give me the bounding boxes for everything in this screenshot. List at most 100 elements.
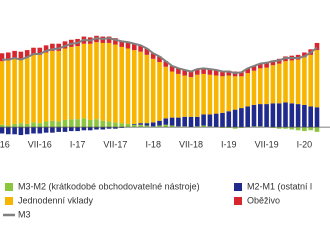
bar-segment [144, 125, 150, 128]
bar-segment [213, 69, 219, 76]
bar-segment [314, 127, 320, 132]
bar-segment [81, 43, 87, 119]
bar-segment [207, 114, 213, 127]
bar-segment [150, 58, 156, 123]
bar-segment [188, 116, 194, 128]
bar-segment [169, 125, 175, 128]
bar-segment [119, 40, 124, 47]
bar-segment [295, 104, 301, 128]
bar-segment [270, 103, 276, 128]
bar-segment [138, 123, 143, 125]
bar-segment [207, 74, 213, 115]
bar-segment [302, 57, 307, 105]
bar-segment [56, 121, 61, 128]
bar-segment [308, 106, 313, 128]
x-tick-label: I-16 [0, 139, 10, 149]
legend-label: M2-M1 (ostatní l [247, 181, 312, 191]
bar-segment [6, 52, 11, 61]
bar-segment [201, 68, 206, 74]
bar-segment [87, 127, 93, 131]
bar-segment [31, 54, 36, 123]
bar-segment [182, 116, 187, 127]
bar-segment [0, 127, 5, 134]
bar-segment [188, 71, 194, 78]
bar-segment [302, 104, 307, 128]
bar-segment [232, 76, 238, 110]
bar-segment [113, 122, 118, 128]
x-tick-label: VII-18 [179, 139, 203, 149]
bar-segment [270, 60, 276, 66]
bar-segment [0, 124, 5, 128]
bar-segment [75, 119, 80, 128]
bar-segment [264, 62, 269, 68]
bar-segment [125, 48, 131, 124]
bar-segment [201, 114, 206, 126]
bar-segment [264, 104, 269, 128]
bar-segment [6, 60, 11, 126]
bar-segment [220, 112, 225, 128]
bar-segment [31, 127, 36, 134]
bar-segment [163, 118, 169, 125]
bar-segment [201, 125, 206, 128]
bar-segment [81, 127, 87, 131]
bar-segment [157, 120, 162, 126]
bar-segment [258, 104, 263, 127]
bar-segment [314, 107, 320, 128]
bar-segment [289, 127, 295, 130]
bar-segment [75, 46, 80, 120]
bar-segment [106, 121, 112, 128]
bar-segment [220, 70, 225, 77]
bar-segment [302, 127, 307, 132]
bar-segment [24, 127, 30, 135]
bar-segment [18, 58, 24, 124]
bar-segment [132, 43, 137, 51]
bar-segment [157, 56, 162, 62]
bar-segment [94, 42, 99, 120]
bar-segment [106, 127, 112, 129]
bar-segment [12, 58, 17, 124]
bar-segment [24, 123, 30, 128]
bar-segment [289, 103, 295, 128]
bar-segment [150, 53, 156, 59]
bar-segment [226, 111, 232, 128]
bar-segment [113, 44, 118, 123]
bar-segment [163, 61, 169, 67]
bar-segment [50, 50, 55, 121]
bar-segment [62, 127, 68, 132]
bar-segment [251, 70, 257, 105]
bar-segment [50, 43, 55, 51]
bar-segment [43, 121, 49, 128]
bar-segment [119, 123, 124, 128]
x-tick-label: I-20 [297, 139, 313, 149]
bar-segment [37, 127, 43, 134]
bar-segment [182, 75, 187, 117]
bar-segment [138, 45, 143, 52]
bar-segment [258, 63, 263, 69]
bar-segment [0, 61, 5, 125]
bar-segment [37, 123, 43, 128]
bar-segment [232, 127, 238, 129]
bar-segment [195, 69, 200, 75]
legend-label: M3-M2 (krátkodobé obchodovatelné nástroj… [18, 181, 200, 191]
legend-label: M3 [18, 209, 31, 219]
bar-segment [201, 73, 206, 115]
bar-segment [125, 42, 131, 49]
bar-segment [100, 127, 106, 130]
legend-label: Oběživo [247, 195, 280, 205]
line-series [2, 37, 318, 75]
legend-swatch [234, 183, 242, 191]
bar-segment [176, 73, 181, 118]
bar-segment [251, 104, 257, 127]
bar-segment [276, 127, 282, 129]
legend-swatch [234, 197, 242, 205]
bar-segment [220, 76, 225, 113]
bar-segment [125, 123, 131, 128]
bar-segment [176, 68, 181, 74]
bar-segment [62, 119, 68, 128]
bar-segment [87, 43, 93, 120]
x-tick-label: I-18 [145, 139, 161, 149]
bar-segment [87, 119, 93, 128]
bar-segment [56, 50, 61, 122]
bar-segment [169, 71, 175, 118]
